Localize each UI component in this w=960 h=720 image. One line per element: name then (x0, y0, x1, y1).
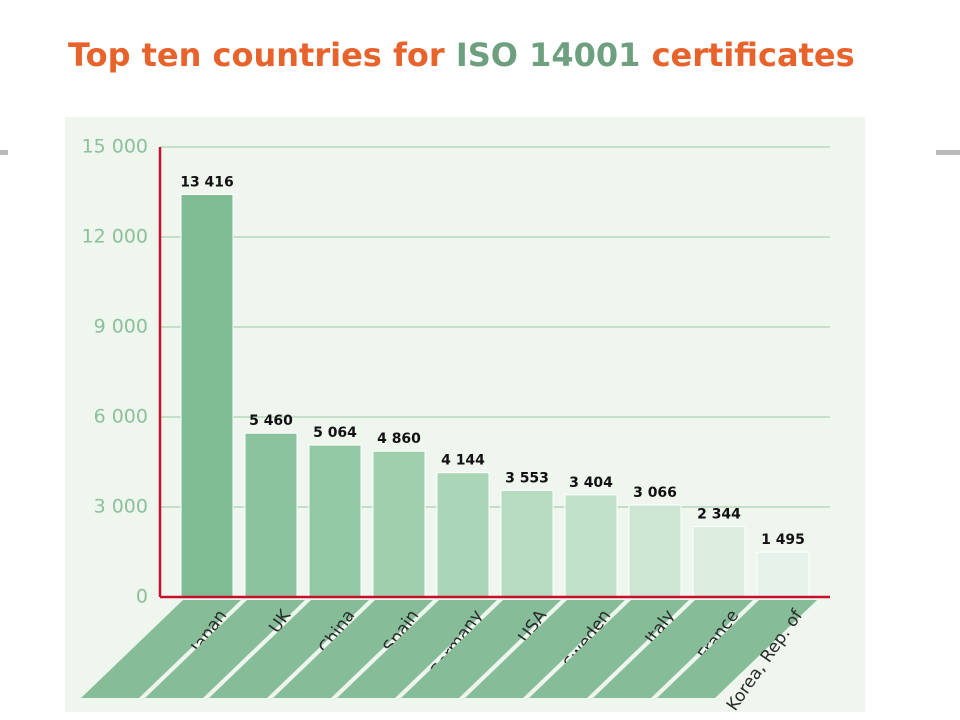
bar (180, 194, 234, 598)
category-band (145, 600, 305, 698)
value-label: 3 066 (633, 485, 677, 501)
value-label: 3 404 (569, 475, 613, 491)
category-band (593, 600, 753, 698)
bar (308, 444, 362, 598)
bar (628, 504, 682, 598)
category-band (209, 600, 369, 698)
y-tick-label: 3 000 (94, 496, 148, 518)
bar (436, 472, 490, 598)
bar (500, 489, 554, 598)
value-label: 3 553 (505, 470, 549, 486)
value-label: 4 860 (377, 431, 421, 447)
y-tick-label: 9 000 (94, 316, 148, 338)
chart-title: Top ten countries for ISO 14001 certific… (68, 36, 855, 74)
bar (756, 551, 810, 598)
title-part: certificates (640, 36, 854, 74)
decor (936, 150, 960, 155)
bar (692, 526, 746, 598)
category-band (337, 600, 497, 698)
y-tick-label: 0 (136, 586, 148, 608)
category-band (465, 600, 625, 698)
bar (564, 494, 618, 598)
bar (372, 450, 426, 598)
title-part: Top ten countries for (68, 36, 456, 74)
value-label: 5 460 (249, 413, 293, 429)
y-tick-label: 12 000 (82, 226, 148, 248)
category-band (81, 600, 241, 698)
title-part: ISO 14001 (456, 36, 641, 74)
y-tick-label: 6 000 (94, 406, 148, 428)
decor (0, 150, 8, 155)
category-band (273, 600, 433, 698)
value-label: 5 064 (313, 425, 357, 441)
category-band (401, 600, 561, 698)
value-label: 1 495 (761, 532, 805, 548)
bar (244, 432, 298, 598)
y-tick-label: 15 000 (82, 136, 148, 158)
value-label: 2 344 (697, 507, 741, 523)
value-label: 4 144 (441, 453, 485, 469)
value-label: 13 416 (180, 175, 234, 191)
category-band (657, 600, 817, 698)
category-band (529, 600, 689, 698)
